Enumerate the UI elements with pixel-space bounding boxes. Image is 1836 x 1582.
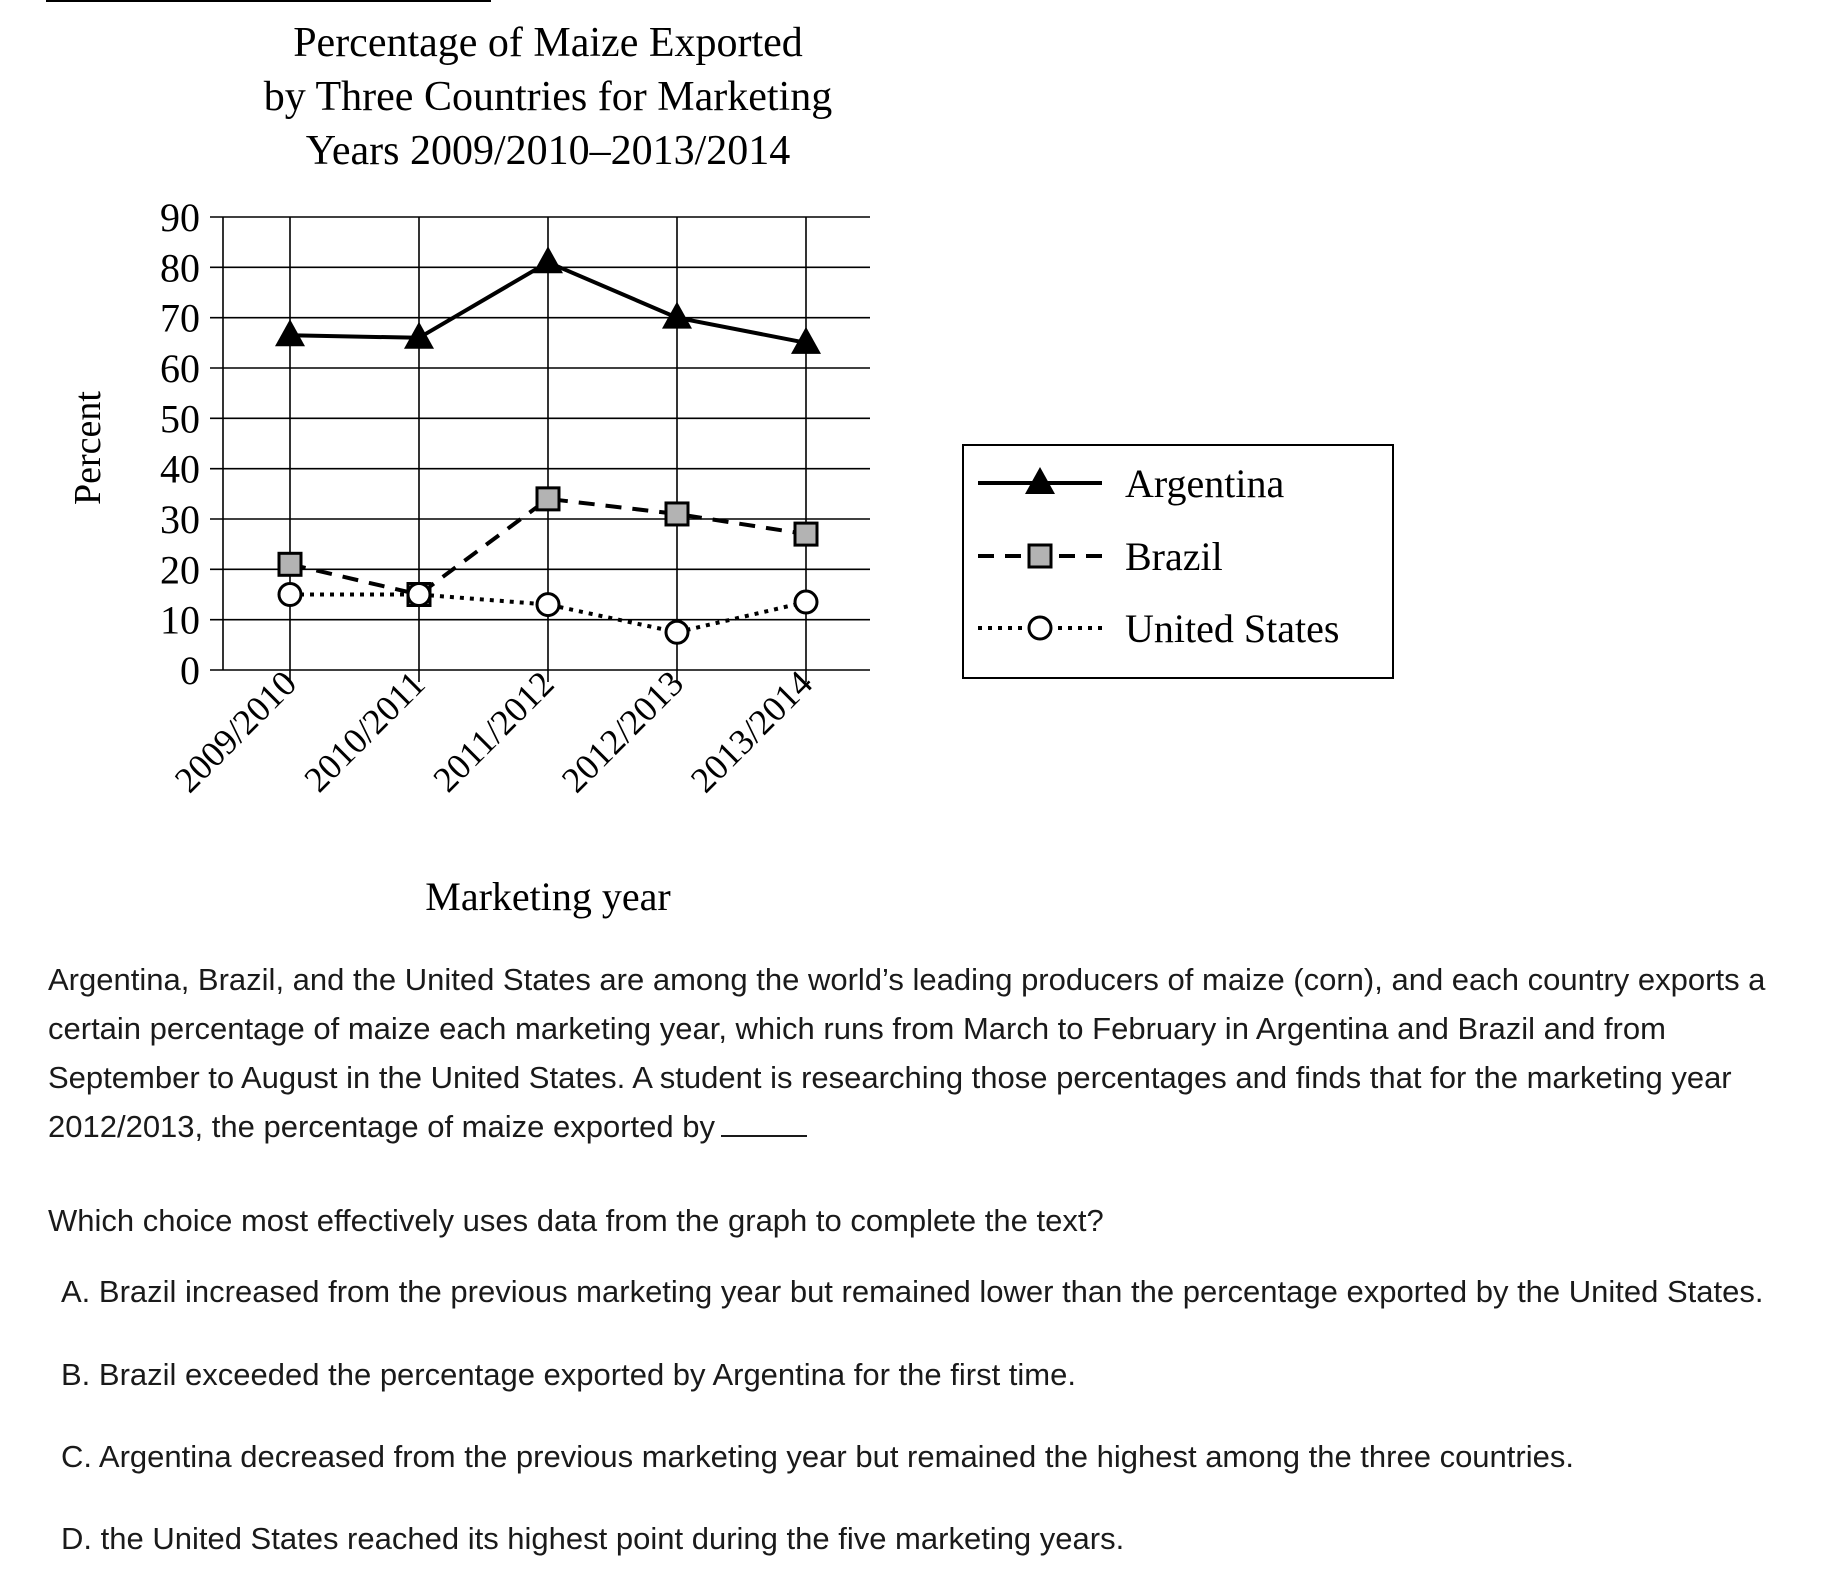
data-point-united-states (277, 582, 303, 607)
chart-legend: Argentina Brazil United States (962, 444, 1394, 679)
choice-text: Argentina decreased from the previous ma… (98, 1439, 1574, 1474)
x-tick-labels: 2009/20102010/20112011/20122012/20132013… (167, 663, 820, 800)
y-tick-label: 10 (160, 598, 200, 643)
data-point-united-states (406, 582, 432, 607)
legend-marker-argentina (1025, 467, 1055, 494)
legend-label-brazil: Brazil (1125, 534, 1223, 579)
maize-export-chart: Percentage of Maize Exported by Three Cou… (46, 0, 1394, 919)
question-prompt: Which choice most effectively uses data … (48, 1203, 1104, 1238)
data-point-brazil (277, 551, 303, 577)
choice-a[interactable]: A. Brazil increased from the previous ma… (61, 1272, 1764, 1312)
chart-title: Percentage of Maize Exported by Three Cou… (264, 20, 832, 174)
chart-series (275, 246, 821, 645)
x-tick-label: 2010/2011 (296, 663, 432, 799)
data-point-argentina (533, 246, 563, 274)
choice-label: C. (61, 1439, 92, 1474)
y-axis-label: Percent (67, 391, 109, 505)
legend-label-united-states: United States (1125, 606, 1339, 651)
data-point-argentina (662, 301, 692, 329)
x-tick-label: 2011/2012 (425, 663, 561, 799)
y-tick-label: 20 (160, 547, 200, 592)
choice-c[interactable]: C. Argentina decreased from the previous… (61, 1437, 1574, 1477)
data-point-united-states (664, 619, 690, 645)
choice-d[interactable]: D. the United States reached its highest… (61, 1519, 1124, 1559)
x-axis-label: Marketing year (425, 874, 670, 919)
y-tick-label: 0 (180, 648, 200, 693)
y-tick-label: 90 (160, 195, 200, 240)
choice-label: D. (61, 1521, 92, 1556)
choice-text: Brazil exceeded the percentage exported … (98, 1357, 1076, 1392)
y-tick-label: 40 (160, 447, 200, 492)
x-tick-label: 2012/2013 (554, 663, 691, 800)
data-point-brazil (664, 501, 690, 527)
choice-label: B. (61, 1357, 91, 1392)
series-line-brazil (289, 496, 807, 597)
data-point-united-states (535, 592, 561, 618)
answer-blank (720, 1134, 807, 1137)
data-point-united-states (793, 589, 819, 615)
choice-text: Brazil increased from the previous marke… (98, 1274, 1764, 1309)
chart-title-line: Years 2009/2010–2013/2014 (306, 128, 791, 174)
data-point-argentina (791, 326, 821, 354)
chart-title-line: Percentage of Maize Exported (293, 20, 803, 66)
choice-label: A. (61, 1274, 91, 1309)
y-tick-label: 30 (160, 497, 200, 542)
data-point-brazil (535, 486, 561, 512)
y-tick-label: 80 (160, 245, 200, 290)
choice-text: the United States reached its highest po… (100, 1521, 1125, 1556)
choice-b[interactable]: B. Brazil exceeded the percentage export… (61, 1355, 1076, 1395)
legend-marker-united-states (1027, 615, 1053, 641)
y-tick-label: 50 (160, 396, 200, 441)
passage-text: Argentina, Brazil, and the United States… (48, 962, 1766, 1144)
data-point-argentina (275, 319, 305, 347)
chart-title-line: by Three Countries for Marketing (264, 74, 832, 120)
data-point-argentina (404, 321, 434, 349)
legend-marker-brazil (1027, 543, 1053, 569)
y-tick-labels: 0 10 20 30 40 50 60 70 80 90 (160, 195, 200, 693)
legend-label-argentina: Argentina (1125, 461, 1284, 506)
y-tick-label: 60 (160, 346, 200, 391)
data-point-brazil (793, 521, 819, 547)
y-tick-label: 70 (160, 296, 200, 341)
question-passage: Argentina, Brazil, and the United States… (48, 955, 1818, 1151)
x-tick-label: 2013/2014 (683, 663, 820, 800)
